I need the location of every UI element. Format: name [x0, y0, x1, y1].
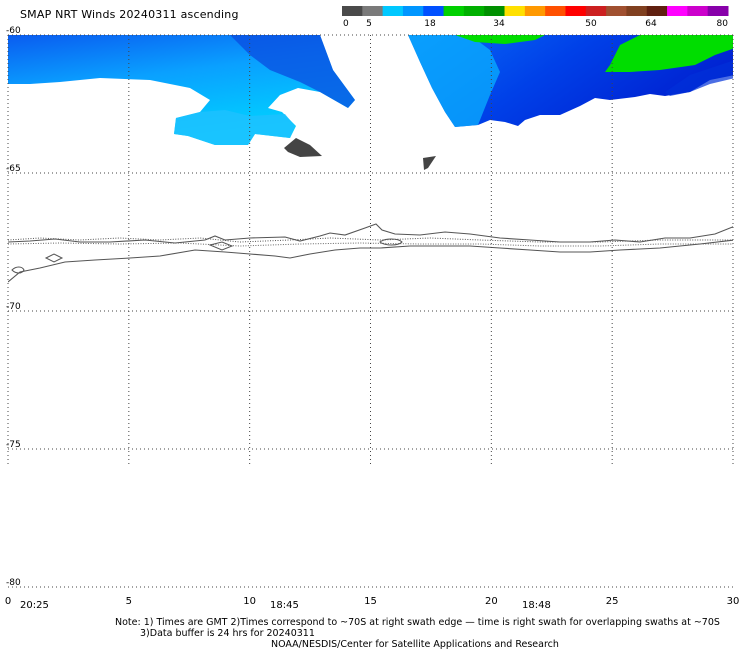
colorbar-segment [646, 6, 668, 16]
longitude-label: 10 [243, 596, 257, 607]
wind-green-right [605, 35, 733, 72]
colorbar-segment [626, 6, 648, 16]
colorbar-segment [687, 6, 709, 16]
colorbar-label: 0 [343, 19, 349, 29]
colorbar-segment [484, 6, 506, 16]
wind-patch-dark [665, 60, 733, 96]
colorbar-segment [402, 6, 424, 16]
ice-shelf-band-2 [8, 242, 733, 247]
colorbar-label: 64 [645, 19, 657, 29]
longitude-label: 5 [125, 596, 133, 607]
colorbar-segment [565, 6, 587, 16]
wind-patch-light [174, 110, 295, 145]
wind-green-top [455, 35, 545, 44]
latitude-label: -80 [6, 578, 21, 588]
colorbar-segment [667, 6, 688, 16]
coastline-inlet-2 [208, 241, 234, 251]
longitude-label: 20 [484, 596, 498, 607]
colorbar-segment [524, 6, 546, 16]
coastline-islet [379, 238, 403, 246]
wind-patch-cyan [408, 35, 500, 127]
coastline-upper [8, 223, 733, 244]
colorbar-label: 18 [424, 19, 436, 29]
colorbar-segment [362, 6, 384, 16]
note-line-1: Note: 1) Times are GMT 2)Times correspon… [115, 617, 720, 628]
colorbar-segment [606, 6, 627, 16]
map-title: SMAP NRT Winds 20240311 ascending [20, 8, 239, 21]
colorbar-label: 34 [493, 19, 505, 29]
rain-flag-patch-center [423, 156, 436, 170]
wind-patch-strong [230, 35, 355, 108]
longitude-label: 0 [4, 596, 12, 607]
colorbar-segment [707, 6, 729, 16]
colorbar-label: 50 [585, 19, 597, 29]
colorbar-label: 80 [716, 19, 728, 29]
colorbar [342, 6, 729, 16]
note-line-3: NOAA/NESDIS/Center for Satellite Applica… [271, 639, 559, 650]
rain-flag-patch-left [284, 138, 322, 157]
latitude-label: -70 [6, 302, 21, 312]
coastline-inlet [44, 253, 64, 263]
colorbar-segment [585, 6, 607, 16]
colorbar-labels: 0 5 18 34 50 64 80 [0, 19, 740, 31]
time-label-left: 20:25 [20, 600, 49, 611]
map-grid [7, 34, 734, 588]
coastline-lower [8, 239, 733, 283]
note-line-2: 3)Data buffer is 24 hrs for 20240311 [140, 628, 315, 639]
longitude-label: 15 [364, 596, 377, 607]
latitude-label: -65 [6, 164, 21, 174]
longitude-label: 25 [605, 596, 619, 607]
colorbar-segment [463, 6, 485, 16]
colorbar-segment [342, 6, 363, 16]
latitude-label: -75 [6, 440, 21, 450]
time-label-right: 18:48 [522, 600, 551, 611]
coastline-islet-2 [11, 266, 25, 274]
colorbar-segment [382, 6, 404, 16]
colorbar-segment [423, 6, 445, 16]
latitude-label: -60 [6, 26, 21, 36]
longitude-label: 30 [726, 596, 740, 607]
colorbar-segment [443, 6, 465, 16]
time-label-middle: 18:45 [270, 600, 299, 611]
colorbar-label: 5 [366, 19, 372, 29]
colorbar-segment [545, 6, 566, 16]
colorbar-segment [504, 6, 526, 16]
